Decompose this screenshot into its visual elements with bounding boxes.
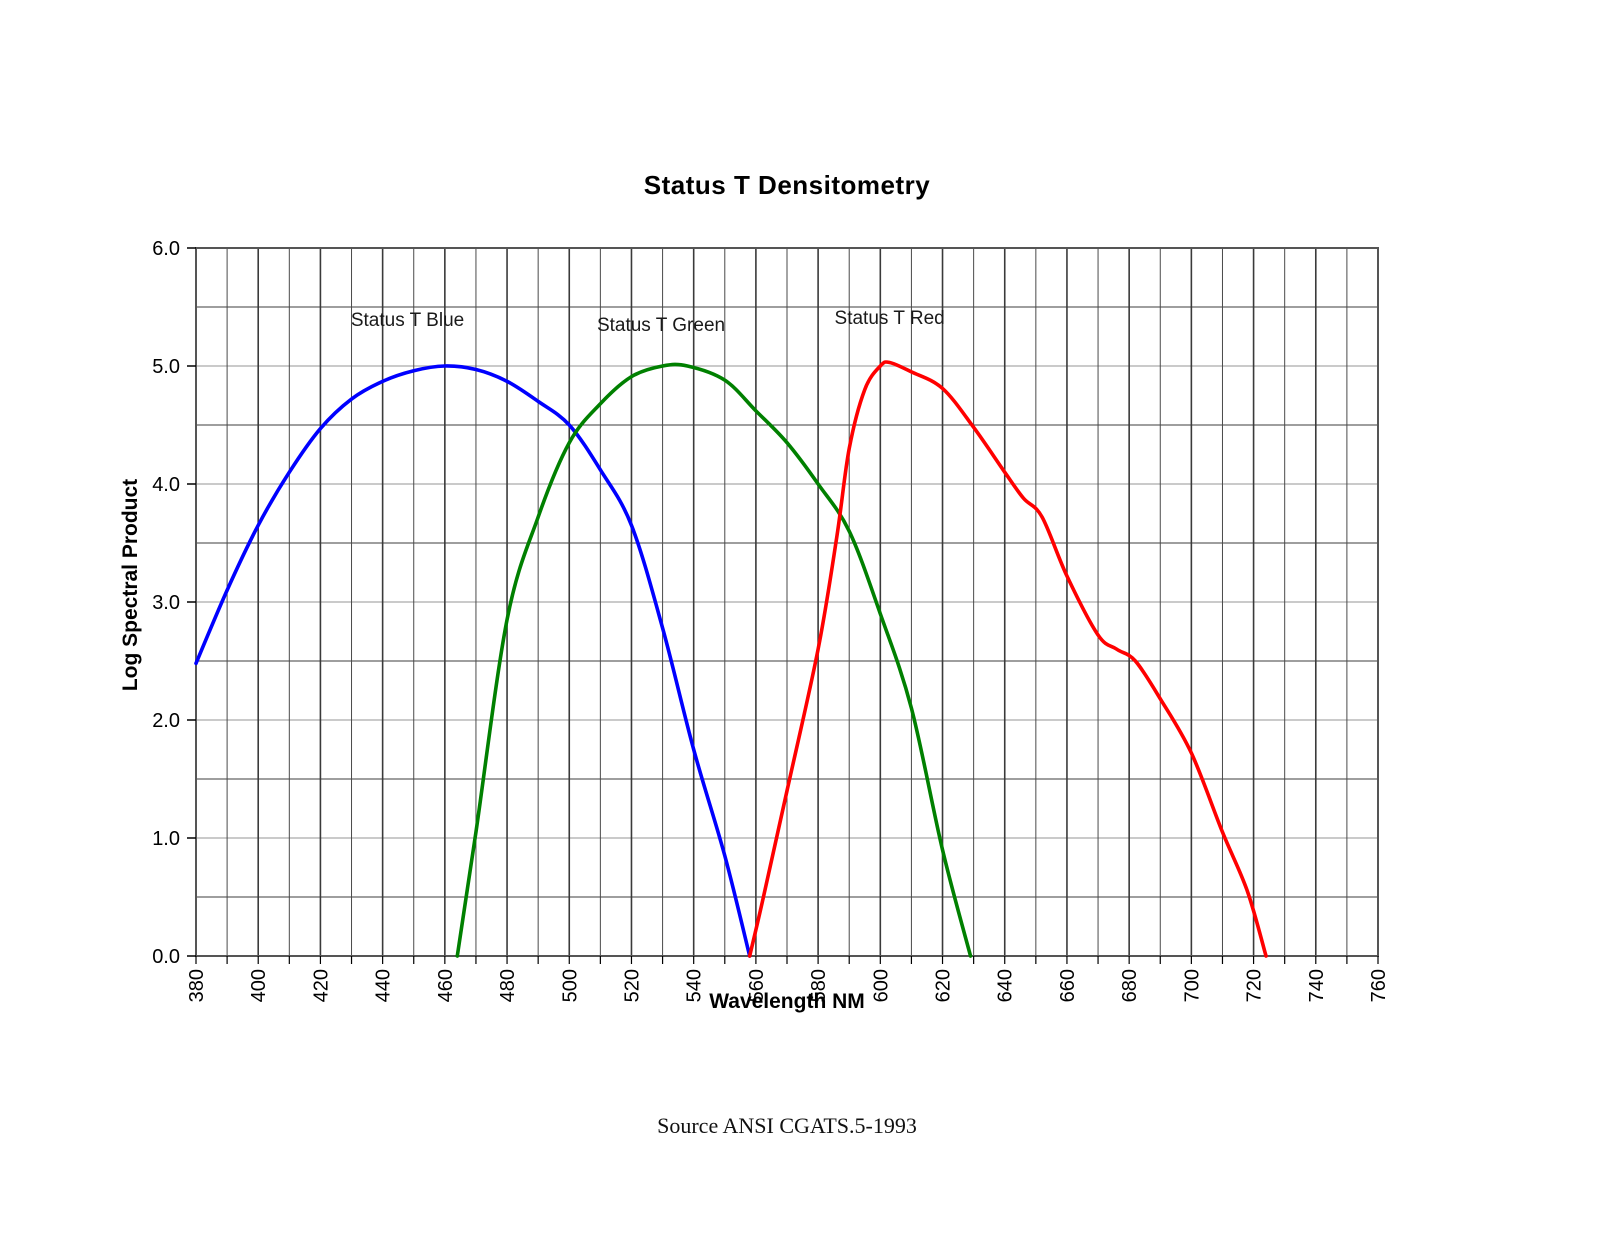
svg-text:700: 700 [1181, 969, 1203, 1002]
svg-text:460: 460 [435, 969, 457, 1002]
svg-text:380: 380 [186, 969, 208, 1002]
svg-text:620: 620 [933, 969, 955, 1002]
chart-title: Status T Densitometry [643, 170, 931, 200]
curve-label-1: Status T Green [596, 314, 726, 336]
svg-text:540: 540 [684, 969, 706, 1002]
svg-text:5.0: 5.0 [152, 356, 180, 378]
svg-text:400: 400 [248, 969, 270, 1002]
svg-text:0.0: 0.0 [152, 946, 180, 968]
svg-text:420: 420 [310, 969, 332, 1002]
svg-text:480: 480 [497, 969, 519, 1002]
svg-text:720: 720 [1244, 969, 1266, 1002]
svg-text:2.0: 2.0 [152, 710, 180, 732]
svg-text:760: 760 [1368, 969, 1390, 1002]
svg-text:500: 500 [559, 969, 581, 1002]
svg-text:520: 520 [621, 969, 643, 1002]
svg-text:640: 640 [995, 969, 1017, 1002]
svg-text:3.0: 3.0 [152, 592, 180, 614]
svg-text:4.0: 4.0 [152, 474, 180, 496]
curve-label-0: Status T Blue [350, 310, 465, 332]
curve-label-2: Status T Red [834, 307, 945, 329]
svg-text:6.0: 6.0 [152, 238, 180, 260]
svg-text:600: 600 [870, 969, 892, 1002]
svg-text:680: 680 [1119, 969, 1141, 1002]
svg-text:1.0: 1.0 [152, 828, 180, 850]
svg-text:740: 740 [1306, 969, 1328, 1002]
svg-text:560: 560 [746, 969, 768, 1002]
x-axis-title: Wavelength NM [709, 990, 865, 1013]
source-caption: Source ANSI CGATS.5-1993 [657, 1113, 917, 1138]
svg-text:660: 660 [1057, 969, 1079, 1002]
svg-text:440: 440 [373, 969, 395, 1002]
svg-text:580: 580 [808, 969, 830, 1002]
